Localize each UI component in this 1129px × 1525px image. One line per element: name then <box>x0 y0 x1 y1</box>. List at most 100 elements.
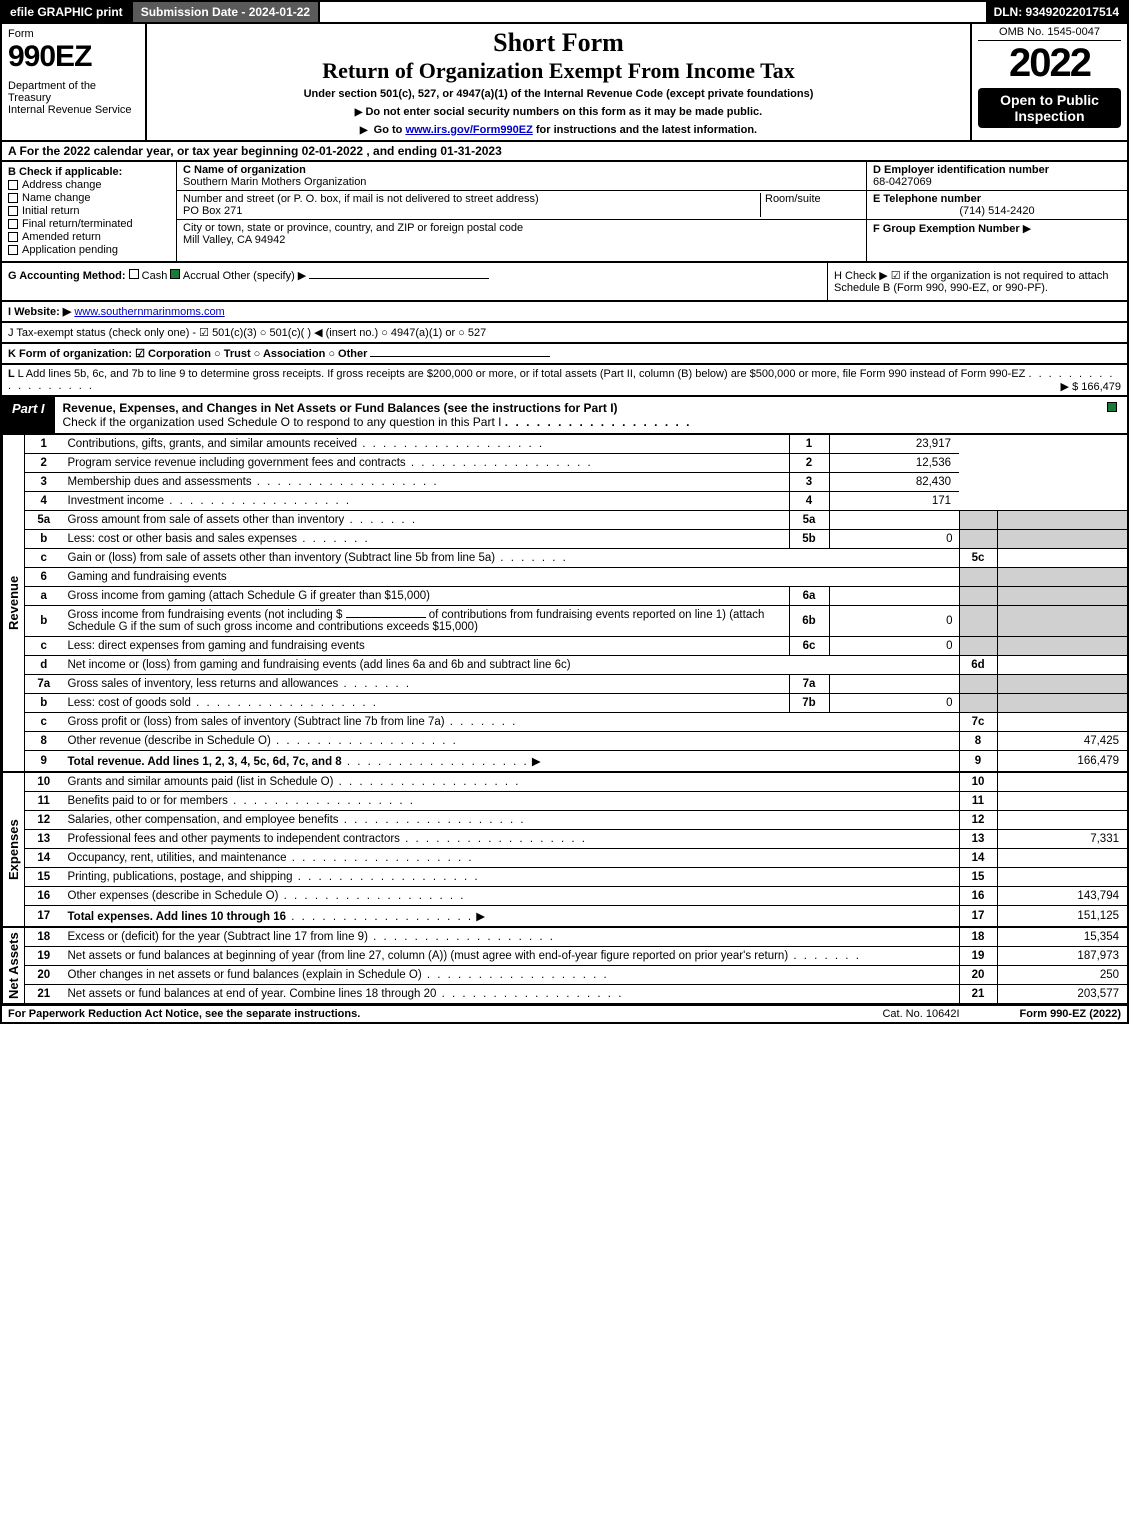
line-2: 2Program service revenue including gover… <box>25 454 1128 473</box>
expenses-section: Expenses 10Grants and similar amounts pa… <box>0 773 1129 928</box>
arrow-icon <box>360 124 371 136</box>
line-6d: dNet income or (loss) from gaming and fu… <box>25 656 1128 675</box>
city-label: City or town, state or province, country… <box>183 222 860 234</box>
org-name: Southern Marin Mothers Organization <box>183 176 860 188</box>
line-6: 6Gaming and fundraising events <box>25 568 1128 587</box>
line-g: G Accounting Method: Cash Accrual Other … <box>2 263 827 300</box>
efile-label: efile GRAPHIC print <box>2 2 133 22</box>
goto-prefix: Go to <box>374 124 406 136</box>
footer-left: For Paperwork Reduction Act Notice, see … <box>8 1008 360 1020</box>
other-specify: Other (specify) ▶ <box>223 270 307 282</box>
cb-amended-return[interactable]: Amended return <box>8 231 170 243</box>
line-17: 17Total expenses. Add lines 10 through 1… <box>25 906 1128 927</box>
netassets-section: Net Assets 18Excess or (deficit) for the… <box>0 928 1129 1005</box>
line-9: 9Total revenue. Add lines 1, 2, 3, 4, 5c… <box>25 751 1128 772</box>
cb-final-return[interactable]: Final return/terminated <box>8 218 170 230</box>
line-15: 15Printing, publications, postage, and s… <box>25 868 1128 887</box>
main-title: Return of Organization Exempt From Incom… <box>155 58 962 84</box>
section-f: F Group Exemption Number ▶ <box>867 220 1127 237</box>
part-title: Revenue, Expenses, and Changes in Net As… <box>55 397 1097 433</box>
section-b: B Check if applicable: Address change Na… <box>2 162 177 261</box>
i-label: I Website: ▶ <box>8 306 71 318</box>
room-suite: Room/suite <box>760 193 860 217</box>
netassets-sidebar: Net Assets <box>2 928 24 1003</box>
line-8: 8Other revenue (describe in Schedule O)8… <box>25 732 1128 751</box>
street-label: Number and street (or P. O. box, if mail… <box>183 193 760 205</box>
line-16: 16Other expenses (describe in Schedule O… <box>25 887 1128 906</box>
cb-cash[interactable] <box>129 269 139 279</box>
form-label: Form <box>8 28 139 40</box>
part-check <box>1097 397 1127 433</box>
line-12: 12Salaries, other compensation, and empl… <box>25 811 1128 830</box>
line-11: 11Benefits paid to or for members11 <box>25 792 1128 811</box>
netassets-table: 18Excess or (deficit) for the year (Subt… <box>24 928 1127 1003</box>
irs-link[interactable]: www.irs.gov/Form990EZ <box>405 124 532 136</box>
cb-name-change[interactable]: Name change <box>8 192 170 204</box>
form-number: 990EZ <box>8 40 139 74</box>
notice-ssn: Do not enter social security numbers on … <box>155 106 962 118</box>
omb-number: OMB No. 1545-0047 <box>978 26 1121 41</box>
subtitle: Under section 501(c), 527, or 4947(a)(1)… <box>155 88 962 100</box>
line-j: J Tax-exempt status (check only one) - ☑… <box>0 323 1129 344</box>
cb-initial-return[interactable]: Initial return <box>8 205 170 217</box>
line-1: 1Contributions, gifts, grants, and simil… <box>25 435 1128 454</box>
line-l: L L Add lines 5b, 6c, and 7b to line 9 t… <box>0 365 1129 397</box>
row-g-h: G Accounting Method: Cash Accrual Other … <box>0 263 1129 302</box>
section-b-through-f: B Check if applicable: Address change Na… <box>0 162 1129 263</box>
l-text: L Add lines 5b, 6c, and 7b to line 9 to … <box>18 368 1026 380</box>
open-to-public: Open to Public Inspection <box>978 88 1121 128</box>
street-row: Number and street (or P. O. box, if mail… <box>177 191 866 220</box>
line-5a: 5aGross amount from sale of assets other… <box>25 511 1128 530</box>
f-arrow: ▶ <box>1023 223 1031 235</box>
city-row: City or town, state or province, country… <box>177 220 866 248</box>
expenses-sidebar: Expenses <box>2 773 24 926</box>
phone-value: (714) 514-2420 <box>873 205 1121 217</box>
dln: DLN: 93492022017514 <box>986 2 1127 22</box>
line-7c: cGross profit or (loss) from sales of in… <box>25 713 1128 732</box>
section-c: C Name of organization Southern Marin Mo… <box>177 162 867 261</box>
k-text: K Form of organization: ☑ Corporation ○ … <box>8 348 367 360</box>
line-14: 14Occupancy, rent, utilities, and mainte… <box>25 849 1128 868</box>
line-k: K Form of organization: ☑ Corporation ○ … <box>0 344 1129 365</box>
cb-accrual[interactable] <box>170 269 180 279</box>
cb-address-change[interactable]: Address change <box>8 179 170 191</box>
notice-goto: Go to www.irs.gov/Form990EZ for instruct… <box>155 124 962 136</box>
line-i: I Website: ▶ www.southernmarinmoms.com <box>0 302 1129 323</box>
part-label: Part I <box>2 397 55 433</box>
line-6c: cLess: direct expenses from gaming and f… <box>25 637 1128 656</box>
line-6b: bGross income from fundraising events (n… <box>25 606 1128 637</box>
ein-value: 68-0427069 <box>873 176 1121 188</box>
line-21: 21Net assets or fund balances at end of … <box>25 985 1128 1004</box>
section-def: D Employer identification number 68-0427… <box>867 162 1127 261</box>
org-name-row: C Name of organization Southern Marin Mo… <box>177 162 866 191</box>
g-label: G Accounting Method: <box>8 270 126 282</box>
line-5b: bLess: cost or other basis and sales exp… <box>25 530 1128 549</box>
line-h: H Check ▶ ☑ if the organization is not r… <box>827 263 1127 300</box>
website-link[interactable]: www.southernmarinmoms.com <box>74 306 224 318</box>
section-d: D Employer identification number 68-0427… <box>867 162 1127 191</box>
cb-application-pending[interactable]: Application pending <box>8 244 170 256</box>
section-e: E Telephone number (714) 514-2420 <box>867 191 1127 220</box>
part-1-header: Part I Revenue, Expenses, and Changes in… <box>0 397 1129 435</box>
schedule-o-checkbox[interactable] <box>1107 402 1117 412</box>
e-label: E Telephone number <box>873 193 1121 205</box>
header-left: Form 990EZ Department of the Treasury In… <box>2 24 147 140</box>
c-name-label: C Name of organization <box>183 164 860 176</box>
dept-line2: Internal Revenue Service <box>8 104 139 116</box>
header-center: Short Form Return of Organization Exempt… <box>147 24 972 140</box>
l-amount: ▶ $ 166,479 <box>1061 380 1121 393</box>
footer-catno: Cat. No. 10642I <box>882 1008 959 1020</box>
expenses-table: 10Grants and similar amounts paid (list … <box>24 773 1127 926</box>
street-value: PO Box 271 <box>183 205 760 217</box>
line-18: 18Excess or (deficit) for the year (Subt… <box>25 928 1128 947</box>
tax-year: 2022 <box>978 41 1121 86</box>
revenue-sidebar: Revenue <box>2 435 24 771</box>
line-13: 13Professional fees and other payments t… <box>25 830 1128 849</box>
line-7a: 7aGross sales of inventory, less returns… <box>25 675 1128 694</box>
line-5c: cGain or (loss) from sale of assets othe… <box>25 549 1128 568</box>
line-19: 19Net assets or fund balances at beginni… <box>25 947 1128 966</box>
dept-line1: Department of the Treasury <box>8 80 139 104</box>
b-label: B Check if applicable: <box>8 166 170 178</box>
d-label: D Employer identification number <box>873 164 1121 176</box>
part-title-text: Revenue, Expenses, and Changes in Net As… <box>63 401 618 415</box>
